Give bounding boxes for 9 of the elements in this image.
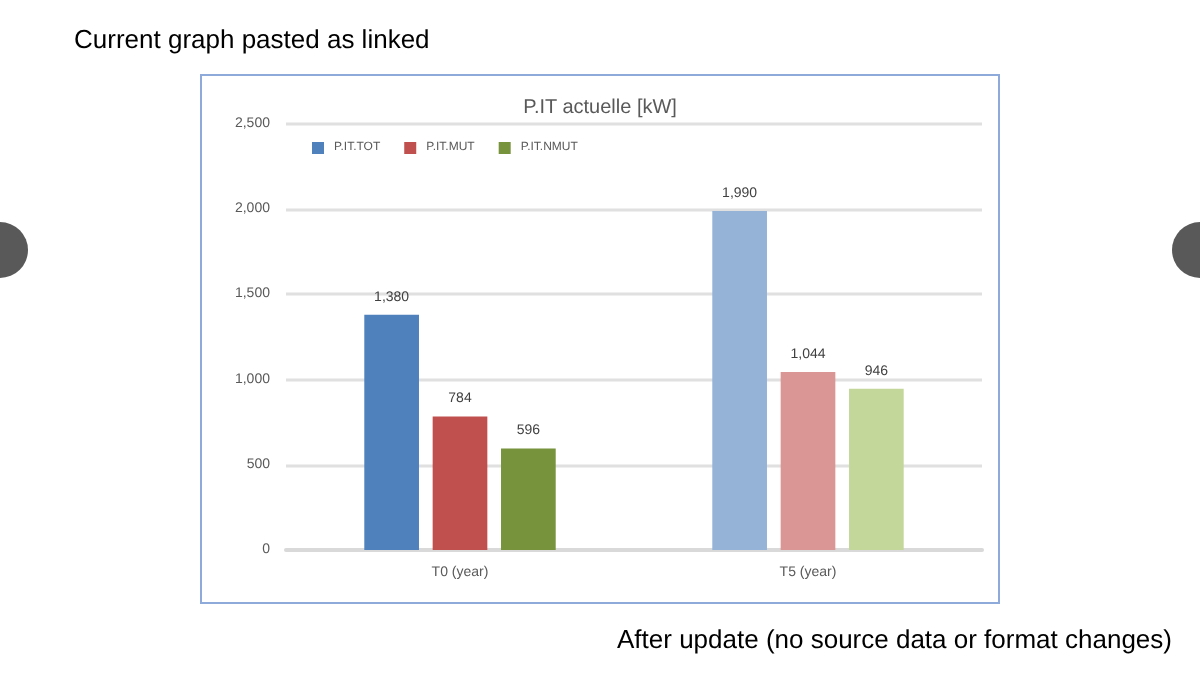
bar (849, 388, 904, 550)
bar (364, 314, 419, 550)
chart-title: P.IT actuelle [kW] (523, 97, 678, 119)
bar (712, 210, 767, 550)
bar (501, 448, 556, 550)
text: After update (no source data or format changes) (617, 624, 1172, 654)
bar (432, 416, 488, 550)
bar (780, 372, 836, 550)
text: Current graph pasted as linked (74, 24, 430, 54)
